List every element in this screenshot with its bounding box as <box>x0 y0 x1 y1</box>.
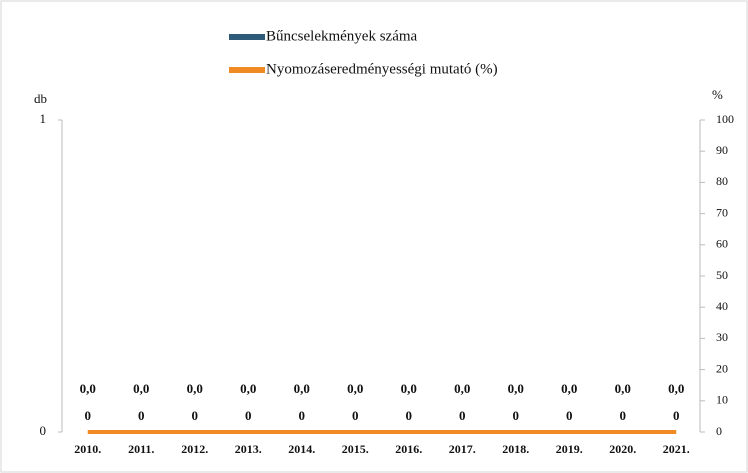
line-value-label: 0,0 <box>80 381 96 396</box>
bar-value-label: 0 <box>245 408 252 423</box>
y2-tick-label: 90 <box>716 143 728 157</box>
bar-value-label: 0 <box>138 408 145 423</box>
y2-tick-label: 40 <box>716 299 728 313</box>
line-value-label: 0,0 <box>347 381 363 396</box>
line-value-label: 0,0 <box>615 381 631 396</box>
y2-tick-label: 100 <box>716 112 734 126</box>
y2-tick-label: 70 <box>716 205 728 219</box>
x-tick-label: 2021. <box>663 442 690 456</box>
legend-swatch <box>229 34 265 40</box>
x-tick-label: 2017. <box>449 442 476 456</box>
y-axis-label: db <box>34 91 47 106</box>
x-tick-label: 2015. <box>342 442 369 456</box>
y2-tick-label: 60 <box>716 237 728 251</box>
y-tick-label: 1 <box>40 111 47 126</box>
x-tick-label: 2013. <box>235 442 262 456</box>
bar-value-label: 0 <box>566 408 573 423</box>
bar-value-label: 0 <box>85 408 92 423</box>
x-tick-label: 2014. <box>288 442 315 456</box>
bar-value-label: 0 <box>673 408 680 423</box>
y-tick-label: 0 <box>40 423 47 438</box>
line-value-label: 0,0 <box>561 381 577 396</box>
bar-value-label: 0 <box>406 408 413 423</box>
y2-tick-label: 50 <box>716 268 728 282</box>
x-tick-label: 2018. <box>502 442 529 456</box>
y2-tick-label: 10 <box>716 393 728 407</box>
bar-value-label: 0 <box>459 408 466 423</box>
bar-value-label: 0 <box>192 408 199 423</box>
bar-value-label: 0 <box>620 408 627 423</box>
x-tick-label: 2020. <box>609 442 636 456</box>
y2-tick-label: 80 <box>716 174 728 188</box>
line-value-label: 0,0 <box>294 381 310 396</box>
y2-tick-label: 30 <box>716 330 728 344</box>
line-value-label: 0,0 <box>133 381 149 396</box>
legend-label: Nyomozáseredményességi mutató (%) <box>266 61 498 77</box>
line-value-label: 0,0 <box>240 381 256 396</box>
bar-value-label: 0 <box>513 408 520 423</box>
y2-tick-label: 0 <box>716 424 722 438</box>
line-value-label: 0,0 <box>668 381 684 396</box>
line-value-label: 0,0 <box>454 381 470 396</box>
bar-value-label: 0 <box>299 408 306 423</box>
x-tick-label: 2016. <box>395 442 422 456</box>
x-tick-label: 2010. <box>74 442 101 456</box>
x-tick-label: 2011. <box>128 442 154 456</box>
x-tick-label: 2019. <box>556 442 583 456</box>
x-tick-label: 2012. <box>181 442 208 456</box>
y2-tick-label: 20 <box>716 361 728 375</box>
line-value-label: 0,0 <box>187 381 203 396</box>
line-value-label: 0,0 <box>401 381 417 396</box>
bar-value-label: 0 <box>352 408 359 423</box>
y2-axis-label: % <box>712 87 723 102</box>
legend-label: Bűncselekmények száma <box>266 28 418 44</box>
line-value-label: 0,0 <box>508 381 524 396</box>
